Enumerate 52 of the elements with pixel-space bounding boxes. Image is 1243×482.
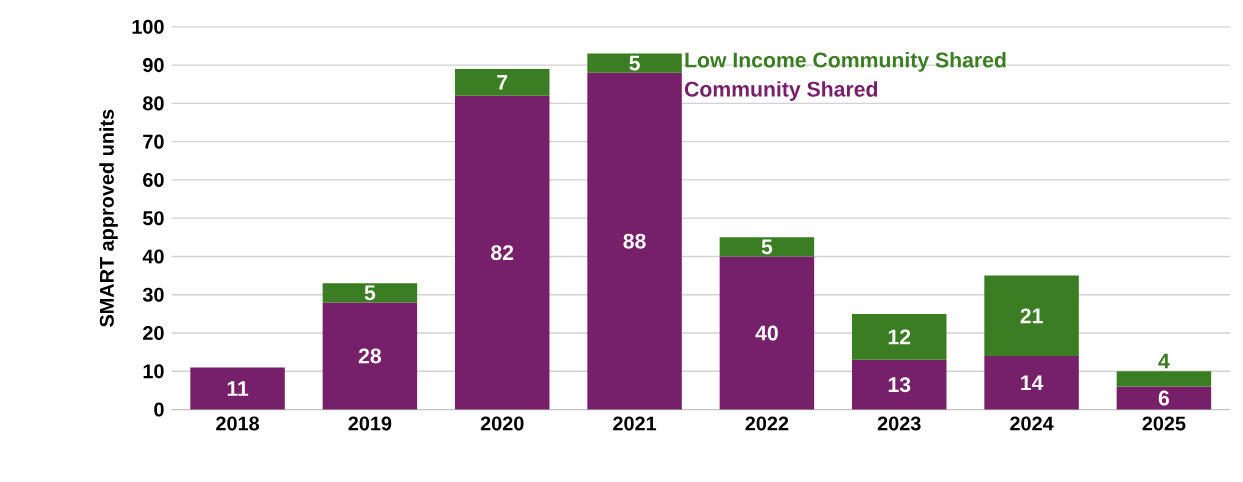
data-label: 5 [761, 239, 773, 255]
y-tick-label: 60 [143, 172, 164, 187]
x-tick-label: 2018 [216, 416, 260, 431]
data-label: 40 [755, 325, 778, 341]
data-label: 12 [888, 329, 911, 345]
bar [984, 275, 1079, 356]
data-label: 5 [629, 55, 640, 71]
x-tick-label: 2025 [1142, 416, 1186, 431]
x-tick-label: 2022 [745, 416, 789, 431]
bar [1116, 386, 1212, 410]
y-tick-label: 80 [143, 96, 164, 111]
bar [454, 95, 550, 410]
bar [984, 355, 1079, 410]
data-label: 21 [1020, 308, 1043, 324]
bar [322, 283, 418, 303]
data-label: 82 [491, 245, 514, 261]
bar [454, 68, 550, 96]
data-label: 7 [497, 74, 508, 90]
data-label: 5 [364, 285, 376, 301]
bar [852, 313, 947, 360]
x-tick-label: 2021 [613, 416, 657, 431]
y-tick-label: 70 [143, 134, 164, 149]
y-tick-label: 20 [143, 325, 164, 340]
bar [1116, 371, 1212, 387]
bar [190, 367, 285, 410]
y-tick-label: 0 [154, 402, 164, 417]
data-label: 13 [888, 377, 911, 393]
y-tick-label: 30 [142, 287, 164, 302]
data-label: 4 [1158, 353, 1170, 369]
bar [587, 72, 682, 410]
series-label: Community Shared [684, 81, 878, 101]
y-tick-label: 100 [132, 19, 164, 34]
y-tick-label: 10 [143, 364, 164, 379]
bar [719, 256, 815, 410]
x-tick-label: 2019 [348, 416, 392, 431]
x-tick-label: 2024 [1010, 416, 1054, 431]
data-label: 14 [1021, 375, 1044, 390]
bar [322, 302, 418, 410]
data-label: 11 [227, 381, 249, 396]
y-axis-title: SMART approved units [99, 109, 118, 327]
x-tick-label: 2020 [480, 416, 524, 431]
data-label: 28 [358, 348, 382, 364]
y-tick-label: 40 [142, 249, 164, 264]
bar [719, 237, 815, 257]
bar [852, 359, 947, 410]
x-tick-label: 2023 [877, 416, 921, 431]
series-label: Low Income Community Shared [685, 51, 1006, 72]
data-label: 88 [623, 233, 646, 249]
bar [587, 53, 682, 73]
y-tick-label: 90 [143, 58, 164, 73]
data-label: 6 [1158, 390, 1170, 406]
y-tick-label: 50 [142, 211, 164, 226]
